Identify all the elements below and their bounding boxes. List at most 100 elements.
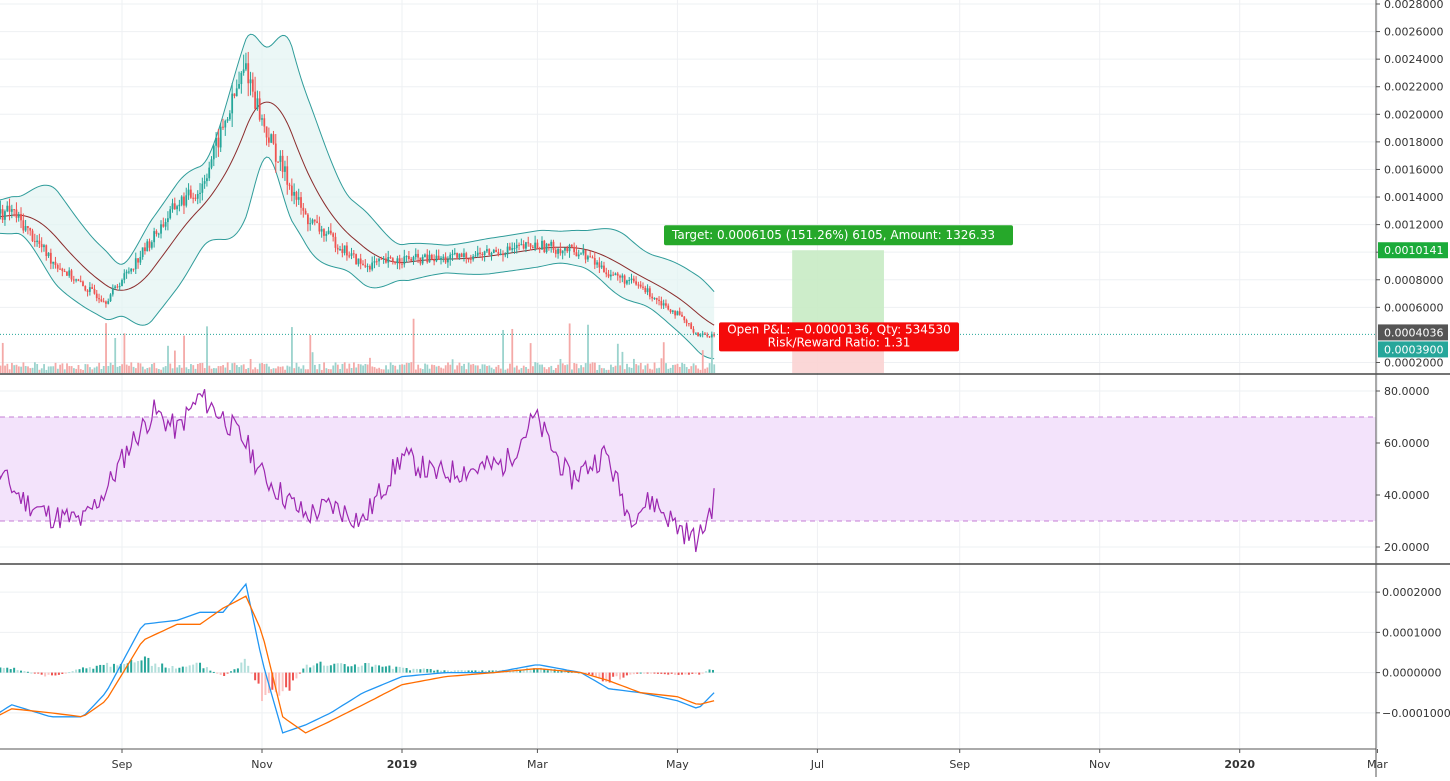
candle-body	[114, 286, 117, 288]
macd-histogram-bar	[261, 672, 263, 702]
volume-bar	[31, 367, 34, 373]
candle-body	[609, 274, 612, 277]
candle-body	[8, 205, 11, 212]
volume-bar	[240, 365, 243, 373]
volume-bar	[86, 364, 89, 373]
candle-body	[339, 249, 341, 251]
volume-bars	[0, 318, 716, 373]
volume-bar	[486, 365, 488, 373]
candle-body	[414, 253, 417, 258]
volume-bar	[297, 366, 300, 373]
candle-body	[72, 279, 75, 281]
candle-body	[665, 303, 667, 306]
candle-body	[284, 166, 286, 172]
macd-histogram-bar	[71, 671, 74, 673]
candle-body	[240, 72, 243, 85]
volume-bar	[357, 363, 360, 373]
candle-body	[134, 258, 137, 270]
volume-bar	[196, 363, 199, 373]
volume-bar	[538, 364, 541, 373]
candle-body	[121, 279, 123, 287]
candle-body	[531, 246, 534, 249]
candle-body	[327, 230, 330, 234]
volume-bar	[655, 368, 658, 373]
volume-bar	[210, 368, 213, 373]
macd-histogram-bar	[230, 671, 233, 673]
pnl-label[interactable]	[719, 322, 959, 352]
candle-body	[511, 248, 514, 250]
candle-body	[550, 241, 553, 246]
candle-body	[690, 323, 693, 329]
macd-panel[interactable]	[0, 582, 715, 734]
candle-body	[40, 244, 43, 248]
macd-histogram-bar	[660, 672, 663, 674]
time-tick-label: Mar	[1367, 758, 1388, 771]
candle-body	[564, 247, 566, 251]
candle-body	[33, 241, 36, 243]
candle-body	[111, 287, 114, 295]
candle-body	[79, 280, 82, 282]
macd-histogram-bar	[398, 666, 401, 673]
candle-body	[13, 209, 16, 211]
volume-bar	[307, 369, 309, 373]
candle-body	[256, 98, 259, 109]
rsi-panel[interactable]	[0, 389, 1376, 553]
volume-bar	[532, 366, 534, 373]
macd-histogram-bar	[591, 672, 594, 676]
candle-body	[582, 249, 585, 254]
candle-body	[180, 196, 183, 205]
candle-body	[605, 272, 608, 275]
volume-bar	[552, 369, 555, 373]
candle-body	[697, 332, 699, 337]
macd-histogram-bar	[350, 666, 353, 673]
target-zone[interactable]	[792, 250, 884, 337]
candle-body	[375, 261, 378, 263]
candle-body	[20, 214, 22, 221]
macd-tick-label: 0.0000000	[1382, 667, 1442, 680]
candle-body	[102, 301, 105, 303]
macd-histogram-bar	[681, 672, 683, 675]
macd-histogram-bar	[102, 664, 105, 673]
bollinger-lower-line	[0, 156, 715, 360]
candle-body	[474, 255, 477, 257]
candle-body	[247, 63, 250, 84]
volume-bar	[467, 362, 470, 373]
macd-histogram-bar	[233, 669, 236, 673]
volume-bar	[571, 369, 573, 373]
macd-histogram-bar	[288, 672, 291, 691]
candle-body	[437, 255, 440, 260]
volume-bar	[575, 363, 578, 373]
price-axis[interactable]: 0.0028000 0.0026000 0.0024000 0.0022000 0.00…	[1375, 0, 1450, 777]
macd-histogram-bar	[495, 670, 498, 673]
volume-bar	[554, 368, 557, 373]
volume-bar	[474, 365, 477, 373]
macd-histogram-bar	[326, 665, 329, 673]
rsi-tick-label: 40.0000	[1384, 489, 1430, 502]
volume-bar	[217, 366, 220, 373]
candle-body	[385, 258, 387, 263]
price-panel[interactable]: Target: 0.0006105 (151.26%) 6105, Amount…	[0, 33, 1376, 373]
volume-bar	[95, 366, 98, 373]
macd-histogram-bar	[33, 672, 36, 674]
macd-histogram-bar	[61, 672, 64, 674]
volume-bar	[268, 366, 270, 373]
candle-body	[419, 257, 422, 264]
volume-bar	[325, 368, 328, 373]
macd-histogram-bar	[415, 668, 418, 673]
time-axis[interactable]: Sep Nov 2019 Mar May Jul Sep Nov 2020 Mar	[0, 748, 1388, 771]
volume-bar	[229, 369, 231, 373]
candle-body	[293, 191, 296, 196]
target-label[interactable]	[664, 225, 1013, 246]
macd-histogram-bar	[26, 671, 29, 673]
price-tick-label: 0.0016000	[1384, 163, 1444, 176]
macd-histogram-bar	[684, 672, 687, 675]
volume-bar	[690, 366, 693, 373]
candle-body	[272, 134, 275, 144]
candle-body	[189, 189, 192, 198]
volume-bar	[162, 367, 165, 373]
candle-body	[362, 263, 364, 266]
volume-bar	[463, 363, 465, 373]
candle-body	[323, 229, 325, 236]
volume-bar	[155, 368, 158, 373]
